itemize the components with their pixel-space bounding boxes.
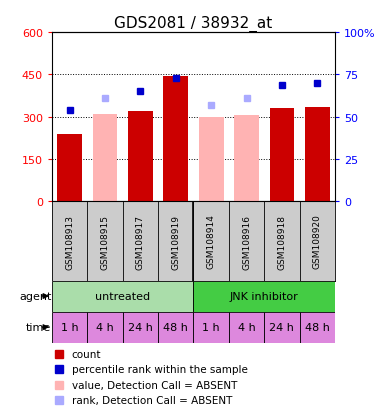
Bar [128,112,153,202]
Text: GSM108918: GSM108918 [277,214,286,269]
Text: GSM108919: GSM108919 [171,214,180,269]
Bar [193,312,229,343]
Bar [52,281,193,312]
Text: JNK inhibitor: JNK inhibitor [230,291,299,301]
Text: 1 h: 1 h [61,322,79,332]
Text: 4 h: 4 h [96,322,114,332]
Title: GDS2081 / 38932_at: GDS2081 / 38932_at [114,16,273,32]
Text: GSM108913: GSM108913 [65,214,74,269]
Bar [234,116,259,202]
Text: GSM108915: GSM108915 [100,214,110,269]
Bar [199,118,224,202]
Bar [264,312,300,343]
Text: count: count [72,349,101,359]
Bar [93,115,117,202]
Bar [305,108,330,202]
Bar [158,312,193,343]
Text: 1 h: 1 h [203,322,220,332]
Bar [57,134,82,202]
Text: GSM108916: GSM108916 [242,214,251,269]
Bar [52,312,87,343]
Text: 4 h: 4 h [238,322,255,332]
Bar [229,312,264,343]
Bar [123,312,158,343]
Text: 24 h: 24 h [270,322,294,332]
Text: 24 h: 24 h [128,322,153,332]
Text: 48 h: 48 h [305,322,330,332]
Bar [193,281,335,312]
Text: GSM108914: GSM108914 [207,214,216,269]
Text: GSM108917: GSM108917 [136,214,145,269]
Text: time: time [26,322,51,332]
Text: 48 h: 48 h [163,322,188,332]
Text: GSM108920: GSM108920 [313,214,322,269]
Bar [270,109,294,202]
Bar [300,312,335,343]
Bar [87,312,123,343]
Text: value, Detection Call = ABSENT: value, Detection Call = ABSENT [72,380,237,390]
Text: percentile rank within the sample: percentile rank within the sample [72,364,248,375]
Text: agent: agent [19,291,51,301]
Bar [163,77,188,202]
Text: untreated: untreated [95,291,150,301]
Text: rank, Detection Call = ABSENT: rank, Detection Call = ABSENT [72,395,232,406]
